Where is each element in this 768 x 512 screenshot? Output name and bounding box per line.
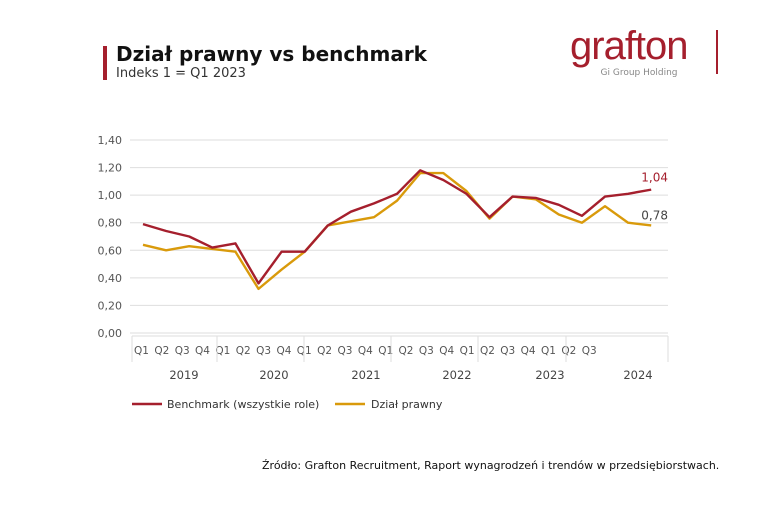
series-line-benchmark	[142, 169, 652, 285]
x-tick-label: Q3	[175, 345, 190, 357]
x-tick-label: Q1	[134, 345, 149, 357]
x-tick-label: Q2	[154, 345, 169, 357]
x-tick-label: Q4	[521, 345, 536, 357]
y-tick-label: 0,80	[98, 217, 123, 230]
x-tick-label: Q3	[500, 345, 515, 357]
end-label-benchmark: 1,04	[641, 171, 668, 185]
source-note: Źródło: Grafton Recruitment, Raport wyna…	[262, 459, 720, 472]
x-tick-label: Q2	[399, 345, 414, 357]
x-tick-label: Q2	[317, 345, 332, 357]
legend-label-dzial-prawny: Dział prawny	[371, 398, 443, 411]
x-tick-label: Q4	[195, 345, 210, 357]
series-line-dzial-prawny	[142, 171, 652, 291]
y-tick-label: 0,00	[98, 327, 123, 340]
year-label: 2020	[259, 368, 288, 382]
logo-word: grafton	[570, 24, 689, 68]
logo-divider	[716, 30, 718, 74]
x-tick-label: Q3	[338, 345, 353, 357]
x-tick-label: Q3	[582, 345, 597, 357]
chart-subtitle: Indeks 1 = Q1 2023	[116, 66, 246, 81]
y-tick-label: 1,00	[98, 189, 123, 202]
y-tick-label: 1,20	[98, 162, 123, 175]
year-label: 2021	[351, 368, 380, 382]
year-label: 2024	[623, 368, 652, 382]
title-accent-bar	[103, 46, 107, 80]
y-tick-label: 1,40	[98, 134, 123, 147]
x-tick-label: Q3	[256, 345, 271, 357]
x-tick-label: Q1	[541, 345, 556, 357]
end-label-dzial-prawny: 0,78	[641, 208, 668, 222]
x-tick-label: Q4	[358, 345, 373, 357]
legend-label-benchmark: Benchmark (wszystkie role)	[167, 398, 319, 411]
chart-title: Dział prawny vs benchmark	[116, 42, 427, 66]
x-tick-label: Q4	[276, 345, 291, 357]
x-tick-label: Q2	[561, 345, 576, 357]
year-label: 2023	[535, 368, 564, 382]
y-tick-label: 0,40	[98, 272, 123, 285]
year-label: 2019	[169, 368, 198, 382]
x-tick-label: Q1	[215, 345, 230, 357]
x-tick-label: Q3	[419, 345, 434, 357]
y-tick-label: 0,60	[98, 244, 123, 257]
x-tick-label: Q2	[236, 345, 251, 357]
x-tick-label: Q4	[439, 345, 454, 357]
x-tick-label: Q2	[480, 345, 495, 357]
y-tick-label: 0,20	[98, 299, 123, 312]
grafton-logo: grafton Gi Group Holding	[570, 24, 718, 78]
logo-subtitle: Gi Group Holding	[600, 68, 678, 78]
year-label: 2022	[442, 368, 471, 382]
x-tick-label: Q1	[378, 345, 393, 357]
x-tick-label: Q1	[460, 345, 475, 357]
